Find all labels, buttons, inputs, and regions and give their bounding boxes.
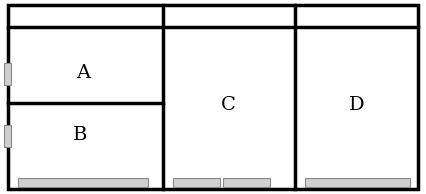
Text: A: A — [76, 64, 90, 82]
Text: D: D — [349, 96, 365, 114]
Bar — [18, 178, 148, 187]
Bar — [305, 178, 410, 187]
Bar — [223, 178, 270, 187]
Text: B: B — [73, 126, 87, 144]
Text: C: C — [221, 96, 236, 114]
Bar — [4, 63, 11, 85]
Bar — [4, 125, 11, 147]
Bar — [173, 178, 220, 187]
